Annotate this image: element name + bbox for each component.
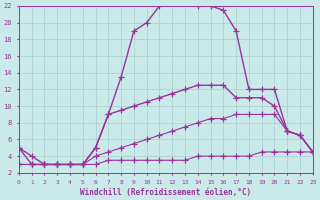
X-axis label: Windchill (Refroidissement éolien,°C): Windchill (Refroidissement éolien,°C) <box>80 188 252 197</box>
